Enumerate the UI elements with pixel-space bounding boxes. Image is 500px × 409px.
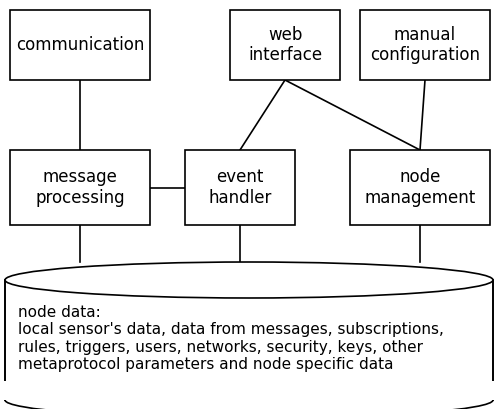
Text: web
interface: web interface (248, 26, 322, 64)
Bar (10, 10, 150, 80)
Text: event
handler: event handler (208, 168, 272, 207)
Text: communication: communication (16, 36, 144, 54)
Text: message
processing: message processing (35, 168, 125, 207)
Ellipse shape (5, 262, 493, 298)
Bar (10, 150, 150, 225)
Text: manual
configuration: manual configuration (370, 26, 480, 64)
Bar (230, 10, 340, 80)
Ellipse shape (5, 382, 493, 409)
Bar (360, 10, 490, 80)
Bar (185, 150, 295, 225)
Bar (4, 381, 494, 400)
Text: node
management: node management (364, 168, 476, 207)
Text: node data:
local sensor's data, data from messages, subscriptions,
rules, trigge: node data: local sensor's data, data fro… (18, 305, 444, 372)
Bar (5, 280, 493, 400)
Bar (350, 150, 490, 225)
